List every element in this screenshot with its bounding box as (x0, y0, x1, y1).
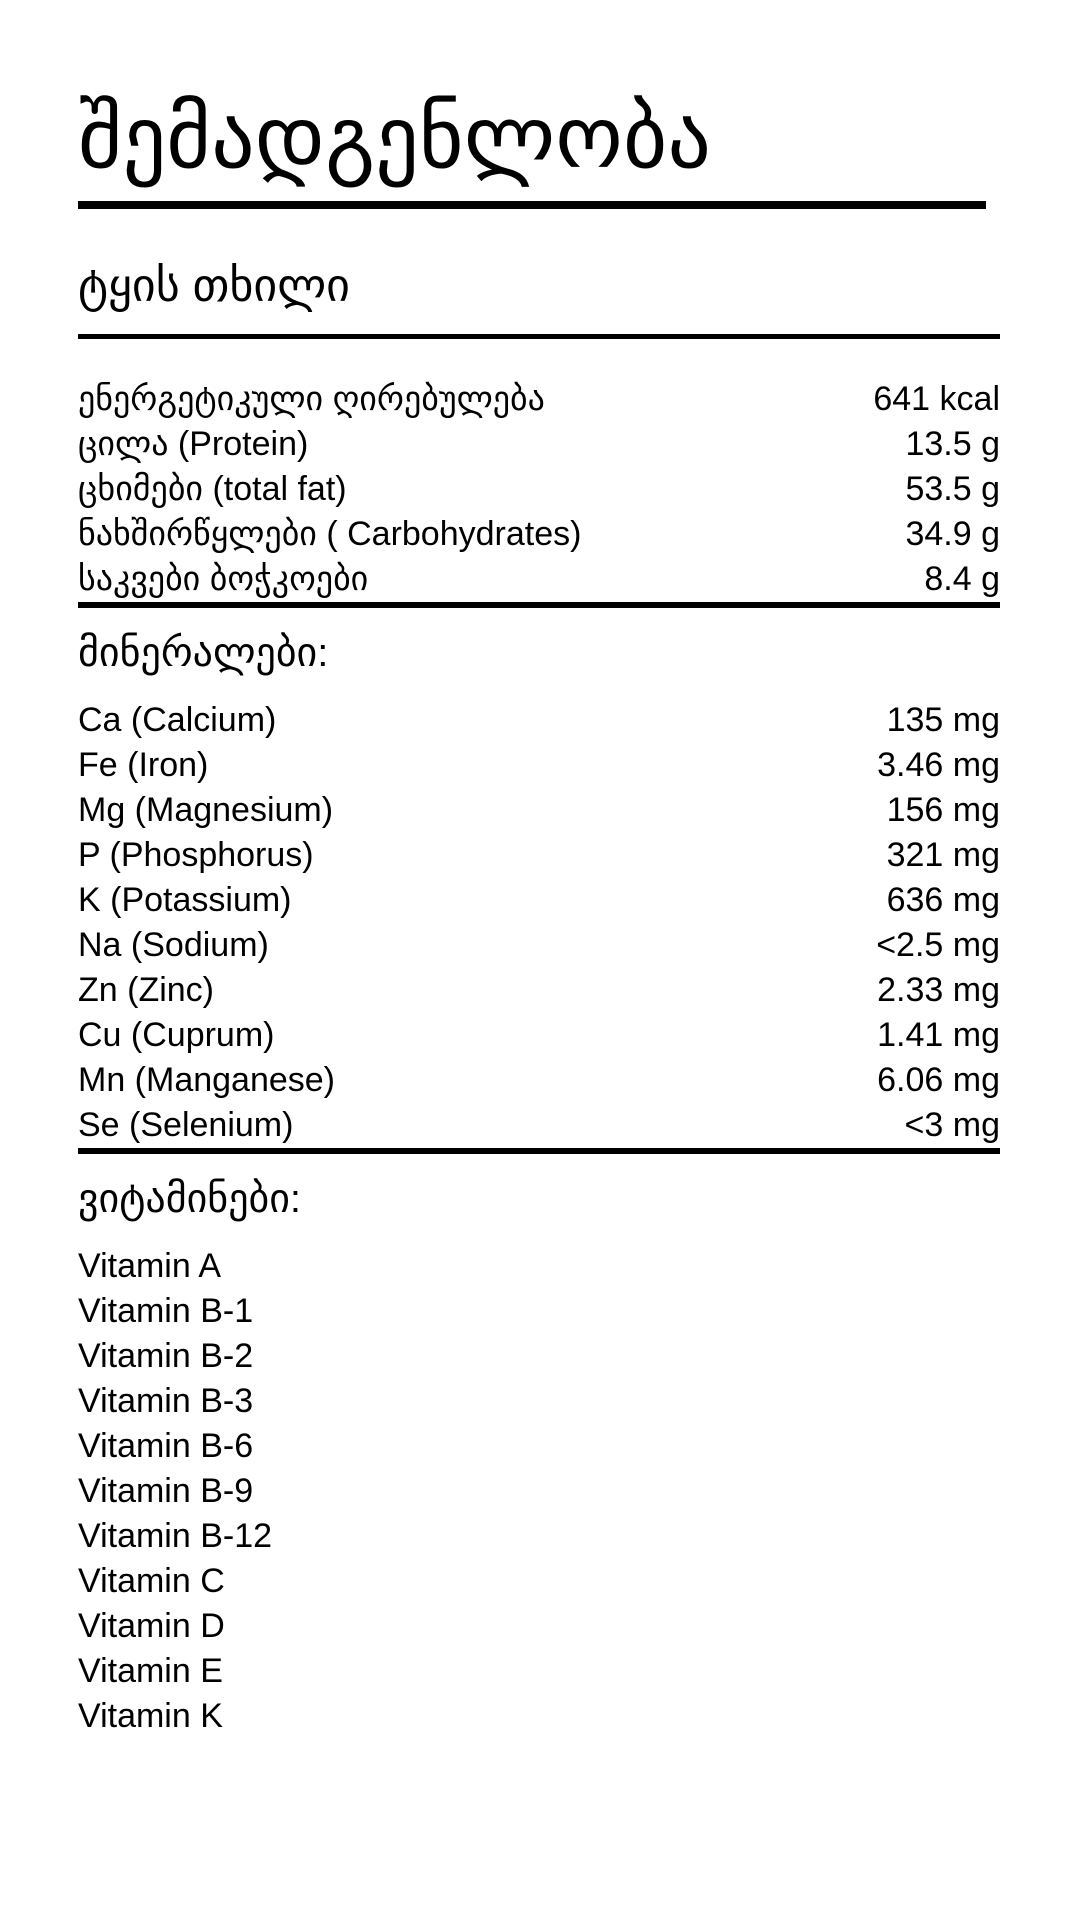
table-row: Se (Selenium) <3 mg (78, 1103, 1000, 1148)
mineral-label: K (Potassium) (78, 881, 292, 919)
table-row: Cu (Cuprum) 1.41 mg (78, 1013, 1000, 1058)
list-item: Vitamin B-2 (78, 1334, 1000, 1379)
mineral-label: Zn (Zinc) (78, 971, 214, 1009)
mineral-value: 321 mg (886, 836, 1000, 874)
product-rule (78, 334, 1000, 339)
list-item: Vitamin B-6 (78, 1424, 1000, 1469)
minerals-heading: მინერალები: (78, 631, 329, 675)
mineral-value: 2.33 mg (877, 971, 1000, 1009)
list-item: Vitamin B-12 (78, 1514, 1000, 1559)
nutrition-table: ენერგეტიკული ღირებულება 641 kcal ცილა (P… (78, 377, 1000, 602)
table-row: Mg (Magnesium) 156 mg (78, 788, 1000, 833)
mineral-value: 156 mg (886, 791, 1000, 829)
mineral-value: <3 mg (904, 1106, 1000, 1144)
vitamin-label: Vitamin B-6 (78, 1427, 254, 1465)
nutrient-label: ცხიმები (total fat) (78, 470, 347, 508)
vitamin-label: Vitamin B-1 (78, 1292, 254, 1330)
list-item: Vitamin E (78, 1649, 1000, 1694)
nutrient-label: ცილა (Protein) (78, 425, 309, 463)
table-row: ნახშირწყლები ( Carbohydrates) 34.9 g (78, 512, 1000, 557)
nutrient-value: 641 kcal (873, 380, 1000, 418)
list-item: Vitamin D (78, 1604, 1000, 1649)
table-row: Mn (Manganese) 6.06 mg (78, 1058, 1000, 1103)
table-row: ენერგეტიკული ღირებულება 641 kcal (78, 377, 1000, 422)
mineral-value: 6.06 mg (877, 1061, 1000, 1099)
mineral-label: Cu (Cuprum) (78, 1016, 275, 1054)
list-item: Vitamin K (78, 1694, 1000, 1739)
macros-divider-rule (78, 602, 1000, 608)
vitamins-list: Vitamin A Vitamin B-1 Vitamin B-2 Vitami… (78, 1244, 1000, 1739)
table-row: K (Potassium) 636 mg (78, 878, 1000, 923)
vitamin-label: Vitamin B-2 (78, 1337, 254, 1375)
minerals-table: Ca (Calcium) 135 mg Fe (Iron) 3.46 mg Mg… (78, 698, 1000, 1148)
table-row: საკვები ბოჭკოები 8.4 g (78, 557, 1000, 602)
table-row: Na (Sodium) <2.5 mg (78, 923, 1000, 968)
vitamin-label: Vitamin B-12 (78, 1517, 273, 1555)
vitamin-label: Vitamin K (78, 1697, 223, 1735)
list-item: Vitamin B-3 (78, 1379, 1000, 1424)
page-title: შემადგენლობა (78, 90, 712, 186)
title-rule (78, 201, 986, 209)
table-row: ცხიმები (total fat) 53.5 g (78, 467, 1000, 512)
list-item: Vitamin C (78, 1559, 1000, 1604)
table-row: Fe (Iron) 3.46 mg (78, 743, 1000, 788)
nutrient-label: ენერგეტიკული ღირებულება (78, 380, 545, 418)
mineral-label: Na (Sodium) (78, 926, 269, 964)
mineral-value: 135 mg (886, 701, 1000, 739)
mineral-value: 1.41 mg (877, 1016, 1000, 1054)
vitamin-label: Vitamin B-3 (78, 1382, 254, 1420)
nutrient-value: 53.5 g (905, 470, 1000, 508)
nutrient-value: 34.9 g (905, 515, 1000, 553)
nutrient-value: 8.4 g (924, 560, 1000, 598)
list-item: Vitamin A (78, 1244, 1000, 1289)
vitamin-label: Vitamin D (78, 1607, 225, 1645)
minerals-divider-rule (78, 1148, 1000, 1154)
mineral-label: Ca (Calcium) (78, 701, 277, 739)
table-row: Zn (Zinc) 2.33 mg (78, 968, 1000, 1013)
mineral-label: Mg (Magnesium) (78, 791, 334, 829)
mineral-value: 636 mg (886, 881, 1000, 919)
vitamin-label: Vitamin E (78, 1652, 223, 1690)
vitamin-label: Vitamin B-9 (78, 1472, 254, 1510)
nutrient-label: ნახშირწყლები ( Carbohydrates) (78, 515, 582, 553)
nutrient-value: 13.5 g (905, 425, 1000, 463)
vitamin-label: Vitamin C (78, 1562, 225, 1600)
mineral-label: Mn (Manganese) (78, 1061, 336, 1099)
table-row: ცილა (Protein) 13.5 g (78, 422, 1000, 467)
list-item: Vitamin B-1 (78, 1289, 1000, 1334)
mineral-label: Fe (Iron) (78, 746, 209, 784)
list-item: Vitamin B-9 (78, 1469, 1000, 1514)
mineral-label: Se (Selenium) (78, 1106, 294, 1144)
table-row: Ca (Calcium) 135 mg (78, 698, 1000, 743)
mineral-value: <2.5 mg (876, 926, 1000, 964)
table-row: P (Phosphorus) 321 mg (78, 833, 1000, 878)
nutrient-label: საკვები ბოჭკოები (78, 560, 369, 598)
mineral-label: P (Phosphorus) (78, 836, 314, 874)
product-name: ტყის თხილი (78, 259, 350, 311)
mineral-value: 3.46 mg (877, 746, 1000, 784)
vitamins-heading: ვიტამინები: (78, 1177, 302, 1221)
vitamin-label: Vitamin A (78, 1247, 222, 1285)
